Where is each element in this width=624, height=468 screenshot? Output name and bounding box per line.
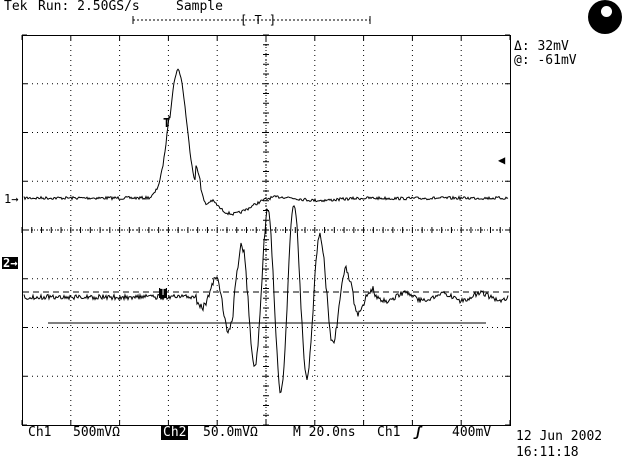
ch1-waveform: [23, 68, 509, 216]
ch1-label[interactable]: Ch1: [28, 425, 52, 440]
timebase: M 20.0ns: [293, 425, 356, 440]
ch2-trigger-point-marker: T: [159, 287, 168, 298]
cursor-delta-readout: Δ: 32mV: [514, 39, 569, 54]
ch2-ground-marker[interactable]: 2→: [2, 256, 19, 270]
ch1-ground-marker[interactable]: 1→: [4, 192, 19, 206]
record-indicator: [132, 16, 371, 24]
ch2-label[interactable]: Ch2: [161, 425, 189, 440]
trigger-level-marker[interactable]: ◀: [498, 153, 506, 167]
ch2-waveform: [23, 205, 509, 394]
acquisition-mode: Sample: [176, 0, 223, 14]
acquisition-status-icon: [588, 0, 622, 34]
ch1-scale: 500mVΩ: [73, 425, 120, 440]
trigger-source: Ch1: [377, 425, 401, 440]
date: 12 Jun 2002: [516, 429, 603, 444]
cursor-position-readout: @: -61mV: [514, 53, 577, 68]
trigger-slope-icon: ʃ: [414, 425, 422, 440]
ch2-scale: 50.0mVΩ: [203, 425, 258, 440]
ch1-trigger-point-marker: T: [163, 116, 171, 130]
brand-label: Tek: [4, 0, 28, 14]
graticule: [21, 34, 511, 426]
cursor-lines: [23, 291, 509, 324]
run-status: Run: 2.50GS/s: [38, 0, 140, 14]
trigger-level: 400mV: [452, 425, 492, 440]
time: 16:11:18: [516, 445, 579, 460]
